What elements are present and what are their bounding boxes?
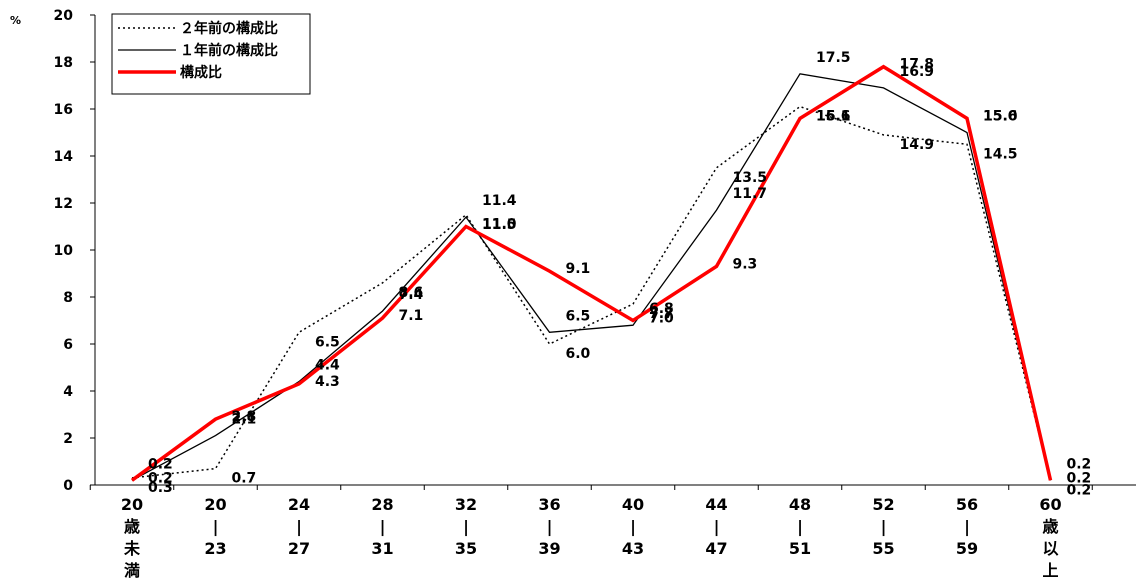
x-tick-label: 歳 [124,517,140,536]
data-label: 13.5 [733,170,768,186]
data-label: 11.5 [482,217,517,233]
data-label: 6.0 [566,346,591,362]
data-label: 2.8 [232,409,257,425]
data-label: 0.3 [148,480,173,496]
x-tick-label: 23 [204,539,226,558]
x-tick-label: | [714,517,720,537]
x-tick-label: 51 [789,539,811,558]
y-tick-label: 6 [63,337,73,353]
x-tick-label: 35 [455,539,477,558]
x-tick-label: 40 [622,495,644,514]
x-tick-label: 48 [789,495,811,514]
legend-label: 構成比 [180,64,222,81]
data-label: 14.9 [900,137,935,153]
x-tick-label: 以 [1042,539,1058,558]
data-label: 16.1 [816,109,851,125]
x-tick-label: 24 [288,495,310,514]
data-label: 7.1 [399,308,424,324]
x-tick-label: | [296,517,302,537]
x-tick-label: 満 [124,561,140,578]
x-tick-label: 56 [956,495,978,514]
x-tick-label: | [881,517,887,537]
legend-label: １年前の構成比 [180,42,278,59]
series-line [130,64,1053,482]
x-tick-label: | [213,517,219,537]
x-tick-label: 36 [538,495,560,514]
data-label: 9.1 [566,261,591,277]
x-tick-label: 39 [538,539,560,558]
data-label: 0.2 [148,470,173,486]
data-label: 16.9 [900,64,935,80]
data-label: 0.2 [1067,482,1092,498]
data-label: 0.7 [232,471,257,487]
data-label: 0.2 [148,456,173,472]
x-tick-label: 31 [371,539,393,558]
data-label: 7.4 [399,287,424,303]
data-label: 8.6 [399,285,424,301]
data-label: 7.0 [649,311,674,327]
x-tick-label: 44 [705,495,727,514]
data-label: 9.3 [733,256,758,272]
y-tick-label: 14 [54,149,74,165]
x-tick-label: 47 [705,539,727,558]
y-tick-label: 0 [63,478,73,494]
series-line [131,73,1052,481]
x-tick-label: 52 [872,495,894,514]
y-tick-label: 20 [54,8,74,24]
x-tick-label: | [964,517,970,537]
data-label: 11.0 [482,217,517,233]
series-line [131,105,1052,481]
x-tick-label: | [463,517,469,537]
data-label: 14.5 [983,146,1018,162]
x-tick-label: 28 [371,495,393,514]
series-lines [130,64,1053,482]
x-tick-label: 歳 [1042,517,1058,536]
x-tick-label: 59 [956,539,978,558]
x-tick-label: 未 [123,539,140,558]
axes: 02468101214161820%20歳未満20|2324|2728|3132… [10,8,1136,580]
y-tick-label: 4 [63,384,73,400]
data-label: 6.5 [315,334,340,350]
x-tick-label: 27 [288,539,310,558]
x-tick-label: | [380,517,386,537]
x-tick-label: 60 [1039,495,1061,514]
x-tick-label: 20 [204,495,226,514]
data-label: 11.7 [733,186,768,202]
y-tick-label: 10 [54,243,74,259]
y-axis-label: % [10,14,21,27]
legend-label: ２年前の構成比 [180,20,278,37]
x-tick-label: 55 [872,539,894,558]
y-tick-label: 8 [63,290,73,306]
data-label: 15.6 [816,108,851,124]
y-tick-label: 12 [54,196,73,212]
data-label: 2.1 [232,412,257,428]
data-label: 17.5 [816,50,851,66]
x-tick-label: 32 [455,495,477,514]
data-label: 15.6 [983,108,1018,124]
data-label: 6.5 [566,308,591,324]
x-tick-label: | [630,517,636,537]
x-tick-label: 20 [121,495,143,514]
data-label: 6.8 [649,301,674,317]
data-labels: 0.3 0.7 6.5 8.6 11.5 6.0 7.7 13.5 16.1 14.9 14.5 0.… [148,50,1091,499]
data-label: 0.2 [1067,470,1092,486]
y-tick-label: 18 [54,55,73,71]
x-tick-label: 上 [1042,561,1058,578]
data-label: 4.3 [315,374,340,390]
x-tick-label: 43 [622,539,644,558]
data-label: 15.0 [983,109,1018,125]
data-label: 7.7 [649,306,674,322]
y-tick-label: 2 [63,431,73,447]
data-label: 17.8 [900,57,935,73]
data-label: 4.4 [315,358,340,374]
data-label: 11.4 [482,193,517,209]
x-tick-label: | [547,517,553,537]
data-label: 0.2 [1067,456,1092,472]
y-tick-label: 16 [54,102,73,118]
x-tick-label: | [797,517,803,537]
